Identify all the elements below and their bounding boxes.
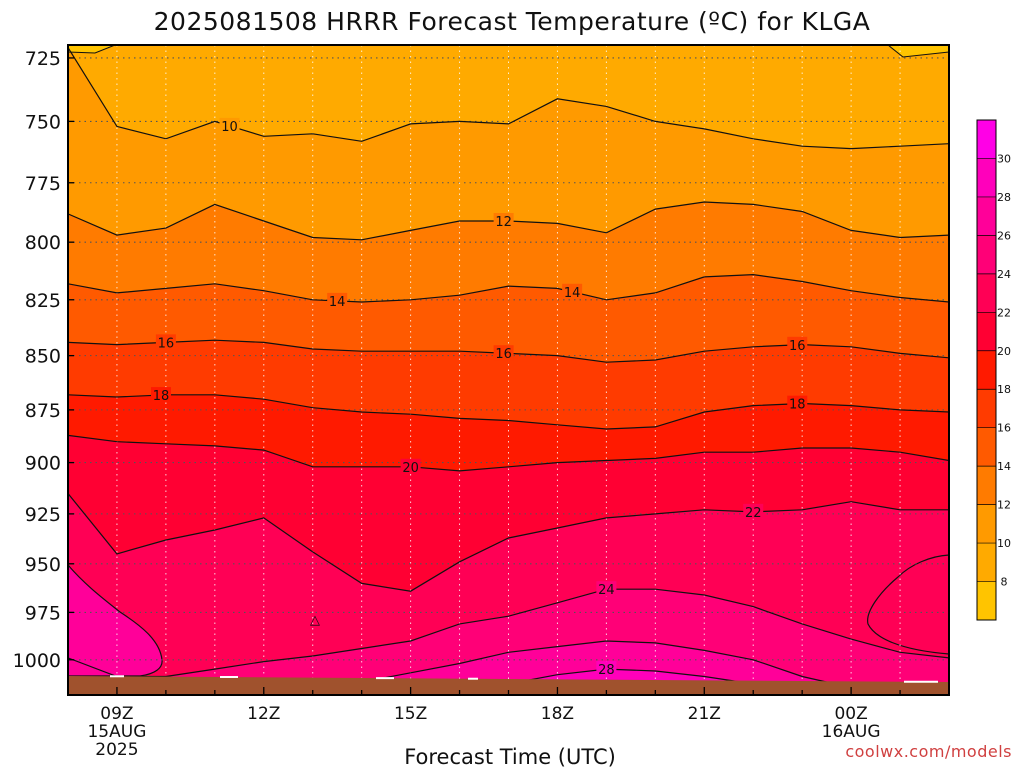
band-8-topleft <box>68 45 116 54</box>
y-tick-label: 850 <box>25 346 61 368</box>
contour-label-16: 16 <box>158 336 175 351</box>
plot-area: 10 12 14 14 16 16 16 18 18 20 22 24 28 △ <box>68 45 949 695</box>
x-tick-label: 15AUG <box>87 722 146 742</box>
colorbar-tick-label: 20 <box>997 345 1011 358</box>
contour-label-16: 16 <box>789 339 806 354</box>
contour-label-bg <box>155 334 176 350</box>
credit-text: coolwx.com/models <box>845 742 1012 761</box>
x-tick-label: 21Z <box>688 704 721 724</box>
x-axis-label: Forecast Time (UTC) <box>404 745 616 768</box>
contour-label-20: 20 <box>402 461 419 476</box>
y-tick-label: 775 <box>25 173 61 195</box>
contour-label-12: 12 <box>495 215 512 230</box>
contour-label-bg <box>787 395 808 411</box>
contour-22 <box>68 493 949 592</box>
colorbar-bin <box>977 158 996 197</box>
y-tick-label: 750 <box>25 111 61 133</box>
x-tick-label: 15Z <box>394 704 427 724</box>
y-tick-label: 800 <box>25 232 61 254</box>
contour-label-bg <box>787 336 808 352</box>
colorbar-bin <box>977 120 996 159</box>
y-tick-label: 725 <box>25 48 61 70</box>
contour-label-14: 14 <box>564 286 581 301</box>
colorbar-tick-label: 28 <box>997 191 1011 204</box>
contour-26 <box>68 640 949 695</box>
contour-14 <box>68 273 949 303</box>
y-tick-label: 875 <box>25 400 61 422</box>
colorbar-tick-label: 30 <box>997 152 1011 165</box>
colorbar-bin <box>977 427 996 467</box>
colorbar-frame <box>976 119 997 621</box>
x-tick-label: 2025 <box>95 740 138 760</box>
x-tick-label: 09Z <box>100 704 133 724</box>
contour-label-16: 16 <box>495 347 512 362</box>
contour-label-bg <box>743 503 764 519</box>
contour-label-bg <box>562 283 583 299</box>
x-tick-label: 12Z <box>247 704 280 724</box>
contour-label-bg <box>596 661 617 677</box>
colorbar-bin <box>977 312 996 351</box>
x-tick-label: 00Z <box>834 704 867 724</box>
colorbar-bin <box>977 235 996 274</box>
colorbar-bin <box>977 196 996 236</box>
contour-label-bg <box>493 213 514 229</box>
colorbar-bin <box>977 581 996 620</box>
contour-label-28: 28 <box>598 663 615 678</box>
colorbar-tick-label: 22 <box>997 306 1011 319</box>
colorbar-bin <box>977 350 996 390</box>
contour-label-bg <box>596 581 617 597</box>
band-22-right <box>867 554 949 655</box>
colorbar-tick-label: 16 <box>997 422 1011 435</box>
colorbar-tick-label: 12 <box>997 499 1011 512</box>
colorbar-tick-label: 26 <box>997 229 1011 242</box>
contour-label-18: 18 <box>789 398 806 413</box>
colorbar-tick-label: 14 <box>997 460 1011 473</box>
y-tick-label: 900 <box>25 453 61 475</box>
colorbar-tick-label: 18 <box>997 383 1011 396</box>
contour-label-bg <box>150 387 171 403</box>
y-tick-label: 1000 <box>13 650 61 672</box>
contour-label-18: 18 <box>153 389 170 404</box>
y-tick-label: 950 <box>25 554 61 576</box>
contour-label-bg <box>493 345 514 361</box>
y-tick-label: 975 <box>25 602 61 624</box>
ground-surface <box>68 676 949 695</box>
contour-10 <box>68 47 949 150</box>
x-tick-label: 18Z <box>541 704 574 724</box>
contour-20 <box>68 434 949 472</box>
colorbar-tick-label: 24 <box>997 268 1011 281</box>
colorbar-tick-label: 10 <box>997 537 1011 550</box>
y-tick-label: 925 <box>25 504 61 526</box>
x-tick-label: 16AUG <box>822 722 881 742</box>
contour-label-bg <box>400 458 421 474</box>
contour-label-22: 22 <box>745 506 762 521</box>
colorbar-tick-label: 8 <box>1001 576 1008 589</box>
band-8-topright <box>887 45 949 58</box>
y-tick-label: 825 <box>25 290 61 312</box>
contour-label-14: 14 <box>329 295 346 310</box>
contour-label-24: 24 <box>598 583 615 598</box>
chart-title: 2025081508 HRRR Forecast Temperature (ºC… <box>154 7 871 36</box>
contour-label-bg <box>327 292 348 308</box>
colorbar-bin <box>977 273 996 313</box>
contour-label-10: 10 <box>221 120 238 135</box>
band-26-left <box>68 564 163 677</box>
colorbar-bin <box>977 389 996 428</box>
contour-24 <box>68 588 949 678</box>
colorbar: 8 10 12 14 16 18 20 22 24 26 28 30 <box>976 119 1011 621</box>
surface-marker: △ <box>310 613 320 628</box>
colorbar-bin <box>977 543 996 582</box>
contour-label-bg <box>219 117 240 133</box>
colorbar-bin <box>977 504 996 544</box>
colorbar-bin <box>977 466 996 505</box>
